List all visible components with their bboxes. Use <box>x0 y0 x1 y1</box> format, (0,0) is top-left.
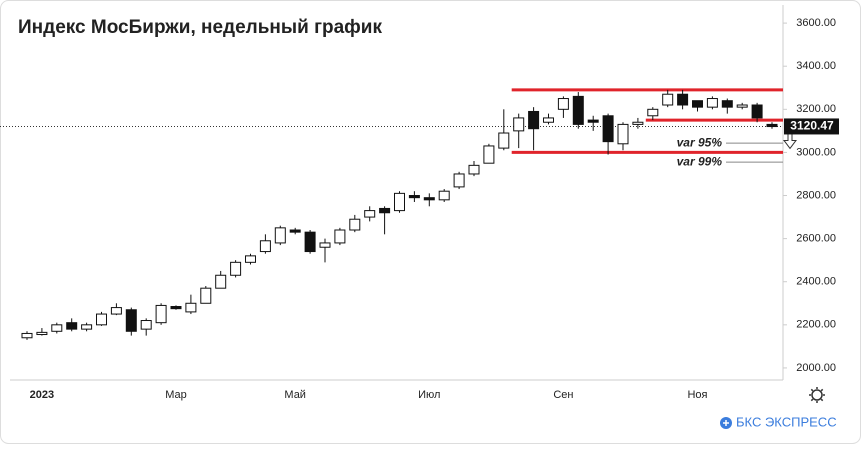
candle-body <box>274 227 286 244</box>
candle-body <box>155 304 167 324</box>
candle-body <box>66 322 78 330</box>
candle-body <box>349 218 361 231</box>
candle-body <box>662 93 674 106</box>
annotation-label: var 99% <box>677 154 723 168</box>
candle-body <box>438 190 450 201</box>
candle-body <box>319 242 331 248</box>
candle-body <box>557 98 569 110</box>
candle-body <box>125 309 137 332</box>
candle-body <box>647 108 659 117</box>
candle-body <box>96 313 107 326</box>
chart-title: Индекс МосБиржи, недельный график <box>18 17 382 38</box>
candle-body <box>468 164 480 175</box>
candle-body <box>110 307 122 315</box>
x-tick-label: Май <box>284 389 306 401</box>
candle-body <box>706 98 718 108</box>
candle-body <box>617 123 629 145</box>
candle-body <box>140 320 152 330</box>
candle-body <box>602 115 614 143</box>
y-tick-label: 2800.00 <box>796 189 836 201</box>
y-tick-label: 2600.00 <box>796 233 836 245</box>
candle-body <box>394 192 405 212</box>
candle-body <box>721 100 733 108</box>
brand-logo: БКС ЭКСПРЕСС <box>720 414 837 429</box>
candle-body <box>170 306 182 310</box>
candle-body <box>751 104 763 119</box>
y-tick-label: 2200.00 <box>796 319 836 331</box>
last-price-tag <box>784 118 839 135</box>
candle-body <box>304 231 316 253</box>
candle-body <box>51 324 63 332</box>
candle-body <box>259 240 271 253</box>
last-price-label: 3120.47 <box>790 119 834 133</box>
x-tick-label: Сен <box>553 389 573 401</box>
x-tick-label: Июл <box>418 389 440 401</box>
candle-body <box>230 261 242 276</box>
y-tick-label: 2400.00 <box>796 276 836 288</box>
candle-body <box>245 255 256 263</box>
candle-body <box>572 95 584 125</box>
candle-body <box>632 121 644 125</box>
candle-body <box>185 302 197 313</box>
candle-body <box>453 173 465 188</box>
candle-body <box>81 324 93 330</box>
candle-body <box>36 331 48 336</box>
candle-body <box>677 93 689 106</box>
brand: БКС ЭКСПРЕСС <box>736 414 837 429</box>
x-tick-label: Мар <box>165 389 187 401</box>
candle-body <box>408 195 420 199</box>
y-tick-label: 3000.00 <box>796 146 836 158</box>
candle-body <box>289 229 301 233</box>
candle-body <box>215 274 227 289</box>
settings-icon[interactable] <box>809 387 825 403</box>
candle-body <box>498 132 510 149</box>
candle-body <box>21 332 33 339</box>
candle-body <box>692 100 703 108</box>
candle-body <box>334 229 346 244</box>
annotation-label: var 95% <box>677 135 723 149</box>
x-tick-label: Ноя <box>687 389 707 401</box>
card <box>0 0 861 444</box>
y-tick-label: 3200.00 <box>796 103 836 115</box>
candle-body <box>736 104 748 108</box>
candle-body <box>513 117 525 132</box>
candle-body <box>587 119 599 123</box>
y-tick-label: 3600.00 <box>796 17 836 29</box>
candle-body <box>528 110 540 130</box>
candle-body <box>766 123 778 128</box>
candle-body <box>364 210 376 218</box>
candle-body <box>200 287 212 304</box>
y-tick-label: 2000.00 <box>796 362 836 374</box>
candle-body <box>543 117 554 123</box>
y-tick-label: 3400.00 <box>796 60 836 72</box>
candle-body <box>423 197 435 201</box>
candle-body <box>483 145 495 164</box>
x-tick-label: 2023 <box>30 389 54 401</box>
candle-body <box>379 207 391 214</box>
